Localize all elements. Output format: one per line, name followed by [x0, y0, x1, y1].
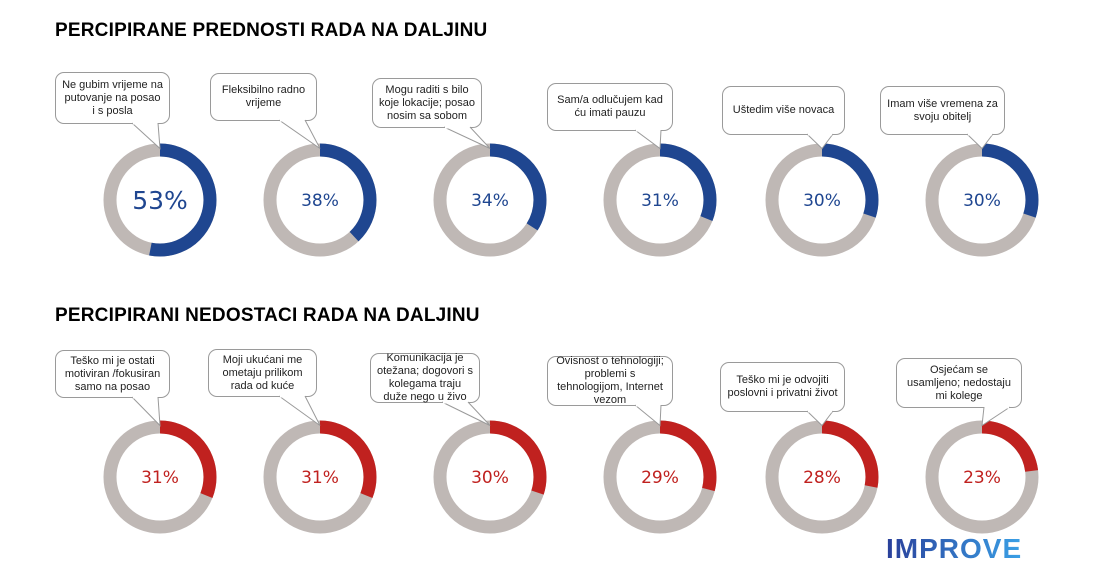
donut-chart: 38% [263, 143, 377, 257]
donut-chart: 30% [925, 143, 1039, 257]
donut-chart: 23% [925, 420, 1039, 534]
callout-bubble: Ne gubim vrijeme na putovanje na posao i… [55, 72, 170, 124]
callout-tail [278, 119, 321, 149]
donut-chart: 31% [603, 143, 717, 257]
callout-bubble: Osjećam se usamljeno; nedostaju mi koleg… [896, 358, 1022, 408]
section-title-advantages: PERCIPIRANE PREDNOSTI RADA NA DALJINU [55, 20, 488, 41]
donut-value-arc [603, 420, 717, 534]
donut-value-label: 29% [641, 468, 679, 488]
callout-tail [634, 129, 662, 150]
callout-tail [966, 133, 994, 150]
callout-tail [634, 404, 662, 427]
donut-chart: 30% [433, 420, 547, 534]
donut-value-arc [103, 420, 217, 534]
donut-value-arc [765, 143, 879, 257]
donut-value-arc [603, 143, 717, 257]
donut-value-arc [263, 420, 377, 534]
donut-value-arc [433, 420, 547, 534]
donut-value-label: 38% [301, 191, 339, 211]
callout-bubble: Moji ukućani me ometaju prilikom rada od… [208, 349, 317, 397]
donut-value-label: 28% [803, 468, 841, 488]
donut-value-label: 34% [471, 191, 509, 211]
callout-tail [806, 410, 834, 427]
donut-chart: 34% [433, 143, 547, 257]
callout-bubble: Sam/a odlučujem kad ću imati pauzu [547, 83, 673, 131]
donut-value-arc [765, 420, 879, 534]
callout-bubble: Uštedim više novaca [722, 86, 845, 135]
callout-tail [981, 406, 1011, 427]
callout-tail [131, 122, 161, 150]
donut-chart: 30% [765, 143, 879, 257]
callout-tail [441, 401, 491, 426]
callout-bubble: Mogu raditi s bilo koje lokacije; posao … [372, 78, 482, 128]
callout-bubble: Fleksibilno radno vrijeme [210, 73, 317, 121]
callout-tail [443, 126, 491, 149]
callout-bubble: Ovisnost o tehnologiji; problemi s tehno… [547, 355, 673, 406]
donut-value-label: 30% [803, 191, 841, 211]
donut-value-arc [925, 143, 1039, 257]
callout-tail [131, 396, 161, 427]
donut-chart: 28% [765, 420, 879, 534]
callout-bubble: Komunikacija je otežana; dogovori s kole… [370, 352, 480, 403]
section-title-disadvantages: PERCIPIRANI NEDOSTACI RADA NA DALJINU [55, 305, 480, 326]
donut-value-label: 31% [301, 468, 339, 488]
donut-value-label: 23% [963, 468, 1001, 488]
donut-chart: 29% [603, 420, 717, 534]
donut-value-label: 30% [963, 191, 1001, 211]
donut-value-arc [263, 143, 377, 257]
donut-value-label: 31% [641, 191, 679, 211]
donut-value-arc [925, 420, 1039, 534]
donut-chart: 31% [103, 420, 217, 534]
donut-value-label: 53% [132, 186, 188, 215]
donut-chart: 53% [103, 143, 217, 257]
donut-chart: 31% [263, 420, 377, 534]
donut-value-arc [103, 143, 217, 257]
callout-bubble: Imam više vremena za svoju obitelj [880, 86, 1005, 135]
donut-value-arc [433, 143, 547, 257]
callout-tail [806, 133, 834, 150]
donut-value-label: 31% [141, 468, 179, 488]
donut-value-label: 30% [471, 468, 509, 488]
callout-bubble: Teško mi je odvojiti poslovni i privatni… [720, 362, 845, 412]
improve-logo: IMPROVE [886, 533, 1023, 564]
callout-tail [278, 395, 321, 426]
callout-bubble: Teško mi je ostati motiviran /fokusiran … [55, 350, 170, 398]
